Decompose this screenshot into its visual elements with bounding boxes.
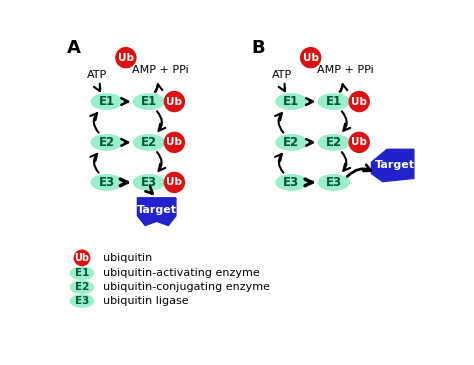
Text: AMP + PPi: AMP + PPi — [132, 65, 189, 75]
Text: AMP + PPi: AMP + PPi — [317, 65, 374, 75]
Polygon shape — [372, 149, 414, 182]
Ellipse shape — [91, 175, 122, 190]
Text: ATP: ATP — [87, 70, 108, 80]
Text: Target: Target — [374, 161, 415, 170]
Text: Ub: Ub — [166, 137, 182, 147]
Ellipse shape — [319, 175, 349, 190]
Ellipse shape — [276, 94, 307, 109]
Circle shape — [164, 132, 184, 152]
Ellipse shape — [91, 94, 122, 109]
Text: E1: E1 — [141, 95, 157, 108]
Text: B: B — [251, 39, 265, 57]
Circle shape — [349, 132, 369, 152]
Text: Target: Target — [137, 205, 177, 215]
Ellipse shape — [71, 267, 93, 280]
Text: Ub: Ub — [118, 53, 134, 63]
Text: ubiquitin: ubiquitin — [103, 253, 152, 263]
Ellipse shape — [71, 281, 93, 293]
Ellipse shape — [276, 175, 307, 190]
Ellipse shape — [319, 94, 349, 109]
Ellipse shape — [134, 175, 164, 190]
Circle shape — [301, 48, 321, 68]
Text: E3: E3 — [141, 176, 157, 189]
Text: Ub: Ub — [166, 97, 182, 107]
Text: E2: E2 — [99, 136, 115, 149]
Ellipse shape — [134, 135, 164, 150]
Text: E3: E3 — [75, 296, 89, 306]
Circle shape — [74, 250, 90, 266]
Text: Ub: Ub — [303, 53, 319, 63]
Circle shape — [164, 92, 184, 112]
Text: A: A — [66, 39, 81, 57]
Text: E2: E2 — [141, 136, 157, 149]
Circle shape — [164, 172, 184, 192]
Text: E2: E2 — [326, 136, 342, 149]
Text: E3: E3 — [283, 176, 300, 189]
Text: Ub: Ub — [351, 137, 367, 147]
Circle shape — [349, 92, 369, 112]
Text: Ub: Ub — [166, 177, 182, 187]
Text: ubiquitin-activating enzyme: ubiquitin-activating enzyme — [103, 268, 260, 278]
Text: ATP: ATP — [272, 70, 292, 80]
Text: E1: E1 — [99, 95, 115, 108]
Text: Ub: Ub — [351, 97, 367, 107]
Polygon shape — [137, 198, 176, 226]
Ellipse shape — [71, 295, 93, 307]
Text: E3: E3 — [99, 176, 115, 189]
Text: E1: E1 — [75, 268, 89, 278]
Text: E1: E1 — [283, 95, 300, 108]
Circle shape — [116, 48, 136, 68]
Ellipse shape — [319, 135, 349, 150]
Ellipse shape — [276, 135, 307, 150]
Text: E2: E2 — [283, 136, 300, 149]
Ellipse shape — [91, 135, 122, 150]
Text: ubiquitin ligase: ubiquitin ligase — [103, 296, 188, 306]
Ellipse shape — [134, 94, 164, 109]
Text: E3: E3 — [326, 176, 342, 189]
Text: E1: E1 — [326, 95, 342, 108]
Text: ubiquitin-conjugating enzyme: ubiquitin-conjugating enzyme — [103, 282, 270, 292]
Text: Ub: Ub — [74, 253, 90, 263]
Text: E2: E2 — [75, 282, 89, 292]
